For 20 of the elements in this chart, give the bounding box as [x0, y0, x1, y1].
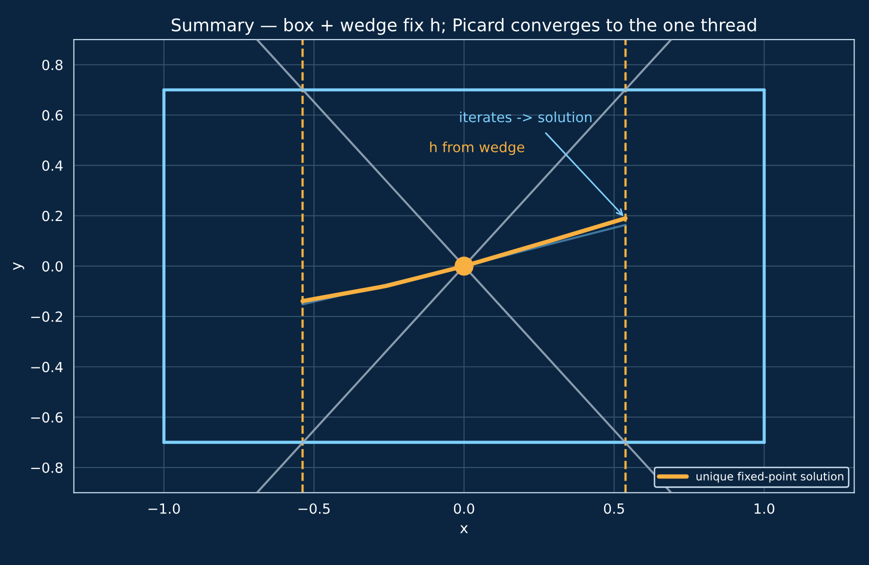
x-tick-label: −0.5	[298, 503, 330, 514]
y-tick-label: 0.6	[42, 110, 63, 121]
annotation: iterates -> solution	[460, 112, 592, 122]
y-tick-label: 0.2	[42, 210, 62, 222]
chart-title: Summary — box + wedge fix h; Picard converges to the one thread	[172, 18, 756, 35]
x-axis-title: x	[460, 525, 468, 534]
y-tick-label: 0.4	[42, 160, 63, 171]
y-tick-label: −0.2	[31, 311, 62, 322]
y-tick-label: −0.4	[31, 362, 63, 372]
y-tick-label: −0.6	[31, 412, 63, 423]
y-tick-label: 0.0	[42, 261, 63, 272]
x-tick-label: 0.0	[454, 503, 474, 514]
y-tick-label: −0.8	[31, 462, 62, 473]
annotation: h from wedge	[430, 142, 524, 156]
legend-label: unique fixed-point solution	[696, 472, 844, 483]
x-tick-label: 0.5	[604, 503, 624, 514]
x-tick-label: −1.0	[148, 503, 180, 514]
y-tick-label: 0.8	[42, 60, 62, 70]
y-axis-title: y	[13, 262, 24, 270]
x-tick-label: 1.0	[754, 503, 774, 514]
